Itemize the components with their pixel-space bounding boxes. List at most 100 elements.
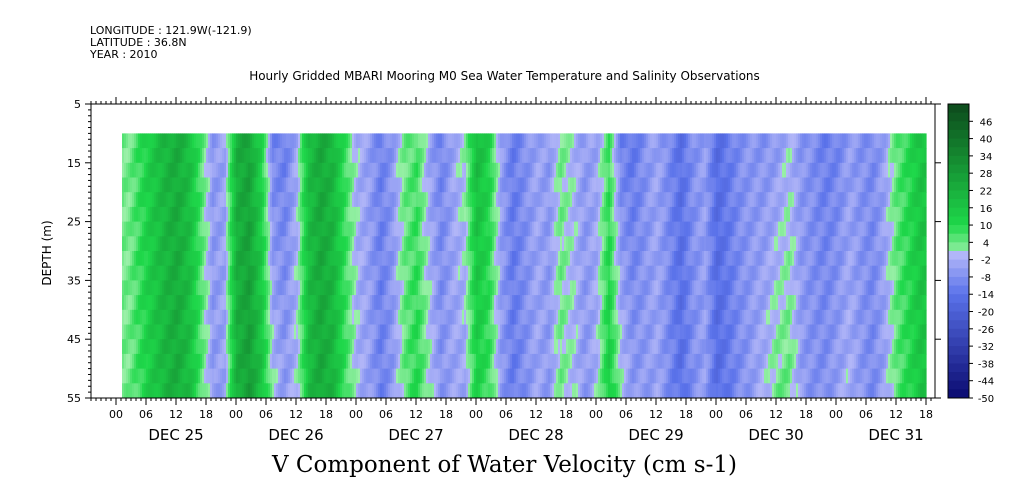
heatmap-cell [644, 192, 647, 208]
heatmap-cell [610, 368, 613, 384]
heatmap-cell [596, 236, 599, 252]
heatmap-cell [256, 133, 259, 149]
heatmap-cell [154, 383, 157, 398]
heatmap-cell [152, 368, 155, 384]
heatmap-cell [472, 353, 475, 370]
heatmap-cell [522, 133, 525, 149]
heatmap-cell [372, 265, 375, 281]
heatmap-cell [636, 162, 639, 179]
heatmap-cell [374, 280, 377, 296]
heatmap-cell [646, 206, 649, 223]
heatmap-cell [260, 251, 263, 267]
heatmap-cell [630, 236, 633, 252]
heatmap-cell [302, 221, 305, 237]
heatmap-cell [548, 236, 551, 252]
heatmap-cell [500, 148, 503, 164]
heatmap-cell [584, 192, 587, 208]
heatmap-cell [212, 309, 215, 326]
heatmap-cell [228, 133, 231, 149]
heatmap-cell [246, 251, 249, 267]
heatmap-cell [246, 133, 249, 149]
heatmap-cell [618, 309, 621, 326]
heatmap-cell [646, 251, 649, 267]
heatmap-cell [524, 324, 527, 340]
heatmap-cell [328, 206, 331, 223]
heatmap-cell [482, 368, 485, 384]
heatmap-cell [256, 265, 259, 281]
heatmap-cell [416, 339, 419, 355]
heatmap-cell [482, 177, 485, 193]
heatmap-cell [370, 324, 373, 340]
heatmap-cell [180, 265, 183, 281]
heatmap-cell [386, 383, 389, 398]
heatmap-cell [460, 265, 463, 281]
heatmap-cell [552, 353, 555, 370]
heatmap-cell [262, 265, 265, 281]
heatmap-cell [580, 236, 583, 252]
heatmap-cell [372, 368, 375, 384]
heatmap-cell [306, 192, 309, 208]
heatmap-cell [642, 148, 645, 164]
heatmap-cell [288, 383, 291, 398]
heatmap-cell [442, 148, 445, 164]
heatmap-cell [568, 324, 571, 340]
heatmap-cell [392, 339, 395, 355]
heatmap-cell [370, 133, 373, 149]
heatmap-cell [260, 221, 263, 237]
heatmap-cell [406, 339, 409, 355]
heatmap-cell [224, 368, 227, 384]
heatmap-cell [308, 206, 311, 223]
heatmap-cell [602, 148, 605, 164]
heatmap-cell [548, 177, 551, 193]
heatmap-cell [324, 206, 327, 223]
heatmap-cell [334, 339, 337, 355]
heatmap-cell [330, 324, 333, 340]
heatmap-cell [550, 295, 553, 311]
heatmap-cell [422, 368, 425, 384]
heatmap-cell [444, 280, 447, 296]
heatmap-cell [178, 295, 181, 311]
heatmap-cell [674, 280, 677, 296]
heatmap-cell [384, 251, 387, 267]
heatmap-cell [394, 236, 397, 252]
heatmap-cell [234, 177, 237, 193]
heatmap-cell [536, 148, 539, 164]
heatmap-cell [234, 309, 237, 326]
heatmap-cell [628, 251, 631, 267]
heatmap-cell [300, 324, 303, 340]
heatmap-cell [378, 133, 381, 149]
heatmap-cell [588, 383, 591, 398]
heatmap-cell [334, 265, 337, 281]
heatmap-cell [234, 324, 237, 340]
heatmap-cell [456, 133, 459, 149]
heatmap-cell [270, 192, 273, 208]
heatmap-cell [652, 280, 655, 296]
heatmap-cell [286, 236, 289, 252]
heatmap-cell [260, 295, 263, 311]
heatmap-cell [234, 368, 237, 384]
heatmap-cell [512, 324, 515, 340]
heatmap-cell [652, 192, 655, 208]
heatmap-cell [664, 324, 667, 340]
heatmap-cell [560, 251, 563, 267]
heatmap-cell [582, 221, 585, 237]
heatmap-cell [204, 383, 207, 398]
heatmap-cell [256, 148, 259, 164]
heatmap-cell [454, 368, 457, 384]
heatmap-cell [448, 206, 451, 223]
heatmap-cell [250, 368, 253, 384]
heatmap-cell [244, 251, 247, 267]
heatmap-cell [404, 133, 407, 149]
heatmap-cell [486, 251, 489, 267]
heatmap-cell [556, 265, 559, 281]
heatmap-cell [224, 236, 227, 252]
heatmap-cell [184, 192, 187, 208]
heatmap-cell [186, 148, 189, 164]
heatmap-cell [420, 133, 423, 149]
heatmap-cell [514, 192, 517, 208]
heatmap-cell [514, 368, 517, 384]
heatmap-cell [300, 236, 303, 252]
heatmap-cell [566, 339, 569, 355]
heatmap-cell [364, 280, 367, 296]
